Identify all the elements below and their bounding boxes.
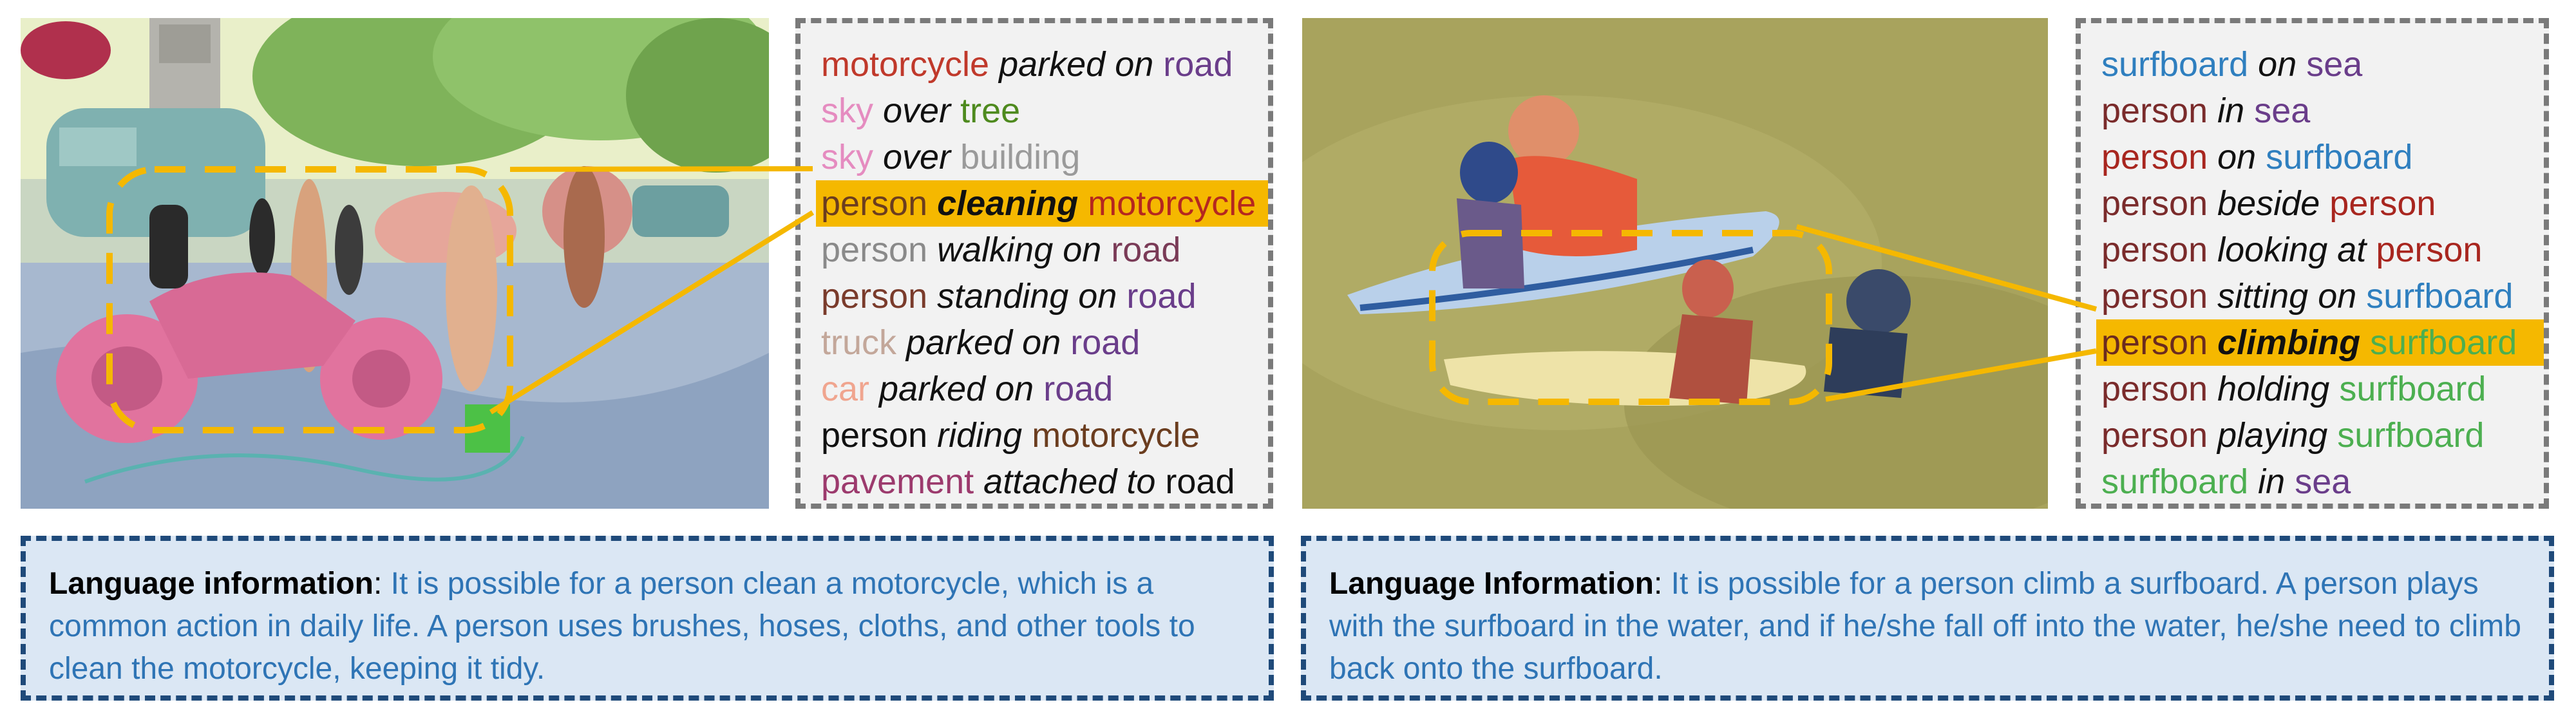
relation-subject: sky [821,91,873,130]
relation-item: truck parked on road [819,319,1268,366]
relation-object: surfboard [2339,370,2486,408]
highlighted-relation: person cleaning motorcycle [816,180,1268,227]
relation-item: sky over building [819,134,1268,180]
relation-subject: person [2101,138,2208,176]
relation-subject: surfboard [2101,45,2249,84]
relations-panel-left: motorcycle parked on road sky over tree sk… [795,18,1273,509]
relation-item: pavement attached to road [819,458,1268,505]
relations-panel-right: surfboard on sea person in sea person on s… [2076,18,2549,509]
relation-item: person sitting on surfboard [2099,273,2544,319]
relation-item: surfboard on sea [2099,41,2544,88]
relation-predicate: standing on [937,277,1117,316]
street-scene-image [21,18,769,509]
relation-object: road [1165,462,1235,501]
relation-predicate: beside [2217,184,2320,223]
relation-subject: motorcycle [821,45,990,84]
relation-object: sea [2254,91,2311,130]
relation-item: person riding motorcycle [819,412,1268,458]
language-label: Language information [49,567,374,601]
relation-object: person [2376,231,2483,269]
relation-object: sea [2295,462,2351,501]
relation-subject: person [2101,184,2208,223]
relation-object: tree [960,91,1021,130]
relation-predicate: on [2217,138,2257,176]
relation-predicate: in [2217,91,2245,130]
relation-predicate: parked on [999,45,1154,84]
relation-subject: pavement [821,462,974,501]
relation-subject: person [2101,416,2208,455]
relation-predicate: riding [937,416,1023,455]
relation-object: road [1126,277,1197,316]
sea-scene-image [1302,18,2048,509]
relation-predicate: looking at [2217,231,2367,269]
relation-subject: person [2101,370,2208,408]
relation-subject: person [821,231,928,269]
relation-item: person in sea [2099,88,2544,134]
relation-predicate: over [883,138,951,176]
relation-subject: person [2101,231,2208,269]
relation-item: car parked on road [819,366,1268,412]
relation-item: person on surfboard [2099,134,2544,180]
relation-item: person beside person [2099,180,2544,227]
relation-predicate: attached to [983,462,1156,501]
relation-object: sea [2306,45,2363,84]
relation-object: building [960,138,1081,176]
relation-item: motorcycle parked on road [819,41,1268,88]
relations-list: motorcycle parked on road sky over tree sk… [816,41,1268,505]
relation-predicate: walking on [937,231,1102,269]
relation-item: person walking on road [819,227,1268,273]
relation-predicate: parked on [906,323,1061,362]
relation-subject: person [2101,323,2208,362]
relation-predicate: on [2258,45,2297,84]
relation-subject: person [821,184,928,223]
relation-predicate: holding [2217,370,2330,408]
relation-object: surfboard [2370,323,2517,362]
relation-item: person holding surfboard [2099,366,2544,412]
relation-object: motorcycle [1088,184,1256,223]
relation-object: road [1070,323,1141,362]
relation-subject: person [2101,277,2208,316]
relation-predicate: playing [2217,416,2328,455]
relation-item: surfboard in sea [2099,458,2544,505]
relation-subject: person [821,277,928,316]
relation-object: road [1163,45,1233,84]
language-text: It is possible for a person clean a moto… [49,567,1195,686]
relation-object: motorcycle [1032,416,1200,455]
relation-item: person looking at person [2099,227,2544,273]
relation-predicate: parked on [879,370,1034,408]
relation-predicate: over [883,91,951,130]
relation-subject: truck [821,323,897,362]
relation-subject: person [821,416,928,455]
relation-predicate: in [2258,462,2286,501]
relation-object: person [2329,184,2436,223]
relation-item: person playing surfboard [2099,412,2544,458]
relations-list: surfboard on sea person in sea person on s… [2096,41,2544,505]
highlighted-relation: person climbing surfboard [2096,319,2544,366]
relation-predicate: climbing [2217,323,2361,362]
language-info-left: Language information: It is possible for… [21,536,1274,701]
language-label: Language Information [1329,567,1654,601]
relation-object: road [1111,231,1181,269]
relation-subject: sky [821,138,873,176]
language-text: It is possible for a person climb a surf… [1329,567,2521,686]
relation-object: surfboard [2266,138,2413,176]
relation-predicate: sitting on [2217,277,2357,316]
relation-object: surfboard [2366,277,2514,316]
relation-subject: car [821,370,870,408]
relation-predicate: cleaning [937,184,1079,223]
relation-subject: surfboard [2101,462,2249,501]
relation-item: sky over tree [819,88,1268,134]
relation-object: road [1043,370,1113,408]
language-info-right: Language Information: It is possible for… [1301,536,2554,701]
relation-object: surfboard [2337,416,2485,455]
relation-item: person standing on road [819,273,1268,319]
relation-subject: person [2101,91,2208,130]
